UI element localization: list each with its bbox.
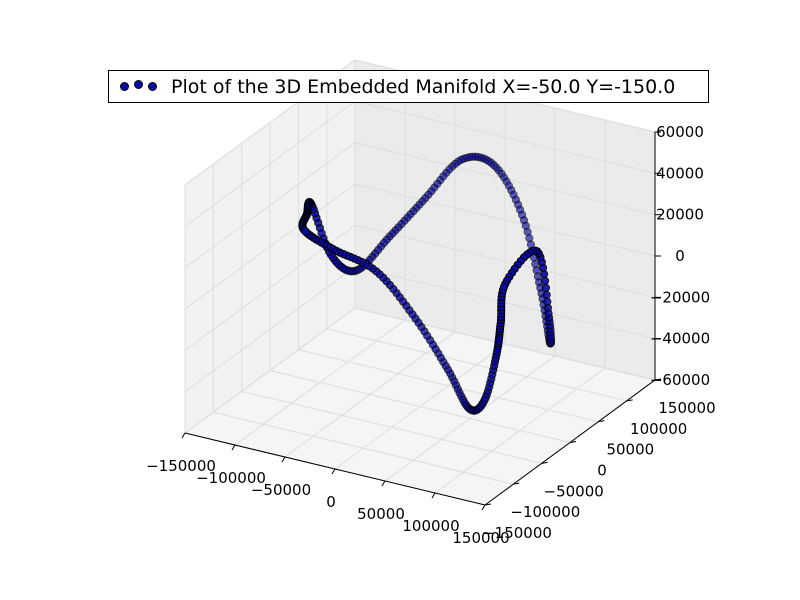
x-tick	[231, 444, 236, 451]
y-tick	[541, 461, 548, 464]
tick-labels: −150000−100000−50000050000100000150000−1…	[146, 123, 716, 547]
y-tick	[626, 399, 633, 402]
grid-line-z	[184, 224, 656, 351]
x-tick	[281, 456, 286, 463]
scatter-point	[541, 283, 551, 292]
y-tick-label: 150000	[658, 399, 715, 417]
y-tick	[569, 441, 577, 443]
scatter-points	[298, 152, 556, 415]
axis-ticks	[181, 131, 662, 511]
grid-line-z	[184, 266, 656, 393]
scatter-point	[301, 227, 310, 236]
z-tick-label: 20000	[656, 206, 704, 224]
scatter-point	[499, 282, 509, 291]
y-tick	[598, 420, 605, 423]
legend: Plot of the 3D Embedded Manifold X=-50.0…	[108, 70, 709, 103]
y-tick	[513, 482, 520, 485]
scatter-point	[540, 276, 550, 285]
legend-label: Plot of the 3D Embedded Manifold X=-50.0…	[171, 75, 676, 98]
grid-line-z	[184, 59, 656, 186]
scatter-point	[542, 290, 551, 299]
z-tick-label: 0	[675, 247, 685, 265]
z-tick-label: −60000	[650, 371, 710, 389]
z-tick-label: −20000	[650, 288, 710, 306]
x-tick-label: −50000	[251, 481, 311, 499]
y-tick-label: 50000	[606, 441, 654, 459]
y-tick-label: 100000	[630, 420, 687, 438]
x-tick-label: 50000	[357, 505, 405, 523]
x-tick	[481, 504, 486, 511]
x-tick	[181, 432, 186, 439]
x-tick-label: 100000	[402, 517, 459, 535]
y-tick-label: −50000	[544, 482, 604, 500]
z-tick-label: 40000	[656, 164, 704, 182]
grid-line-z	[184, 307, 656, 434]
x-tick-label: 0	[326, 493, 336, 511]
x-tick-label: −100000	[196, 469, 266, 487]
y-tick-label: 0	[597, 462, 607, 480]
x-tick-label: 150000	[452, 529, 509, 547]
x-tick	[381, 480, 386, 487]
z-tick-label: 60000	[656, 123, 704, 141]
x-tick	[331, 468, 336, 475]
z-tick-label: −40000	[650, 330, 710, 348]
y-tick	[484, 503, 492, 506]
y-tick-label: −150000	[482, 524, 552, 542]
grid-line-z	[184, 183, 656, 310]
scatter-point	[543, 297, 552, 306]
legend-marker-icon	[120, 80, 162, 91]
x-tick-label: −150000	[146, 457, 216, 475]
grid-line-z	[184, 142, 656, 269]
x-tick	[431, 492, 436, 499]
y-tick-label: −100000	[510, 503, 580, 521]
